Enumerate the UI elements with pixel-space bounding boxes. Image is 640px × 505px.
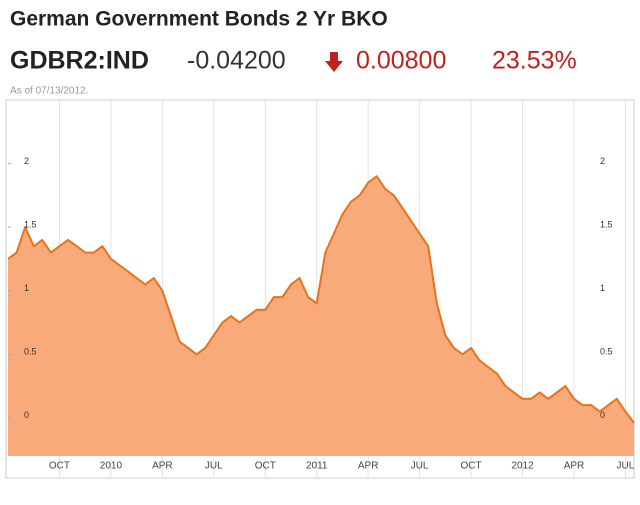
y-tick-label-right: 2 — [600, 156, 605, 166]
y-tick-label: 0 — [24, 410, 29, 420]
x-tick-label: APR — [152, 461, 173, 472]
plot: OCT 2010 APR JUL OCT 2011 APR JUL OCT 2012 APR JUL0… — [7, 100, 635, 478]
area — [8, 176, 634, 457]
y-tick-label: 2 — [24, 156, 29, 166]
x-tick-label: JUL — [617, 461, 635, 472]
change-percent: 23.53% — [492, 47, 577, 75]
as-of-date: As of 07/13/2012. — [10, 86, 88, 97]
price: -0.04200 — [187, 47, 286, 75]
change: 0.00800 — [356, 47, 446, 75]
y-tick-label-right: 0 — [600, 410, 605, 420]
x-tick-label: 2010 — [100, 461, 123, 472]
x-tick-label: APR — [358, 461, 379, 472]
chart-frame — [5, 99, 635, 479]
x-tick-label: OCT — [49, 461, 70, 472]
y-tick-label: 0.5 — [24, 347, 37, 357]
x-tick-label: JUL — [411, 461, 429, 472]
line — [7, 175, 635, 424]
x-tick-label: 2011 — [306, 461, 328, 472]
x-tick-label: JUL — [205, 461, 223, 472]
x-tick-label: 2012 — [511, 461, 534, 472]
down-arrow — [325, 52, 343, 72]
y-tick-label-right: 0.5 — [600, 347, 613, 357]
y-tick-label: 1 — [24, 283, 29, 293]
ticker: GDBR2:IND — [10, 47, 149, 75]
title: German Government Bonds 2 Yr BKO — [10, 8, 388, 31]
x-tick-label: APR — [564, 461, 585, 472]
y-tick-label-right: 1 — [600, 283, 605, 293]
y-tick-label-right: 1.5 — [600, 220, 613, 230]
x-tick-label: OCT — [461, 461, 482, 472]
y-tick-label: 1.5 — [24, 220, 37, 230]
x-tick-label: OCT — [255, 461, 276, 472]
